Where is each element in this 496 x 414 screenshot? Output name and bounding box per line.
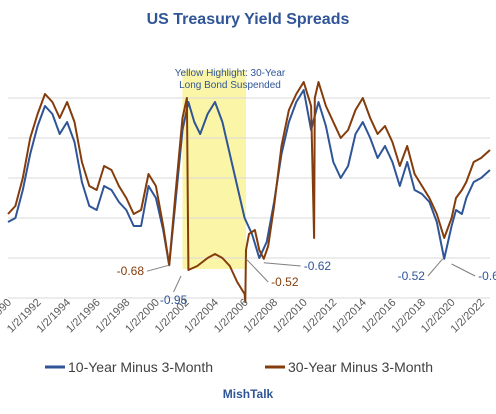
annotation-label: -0.68 — [117, 264, 145, 278]
annotation-leader — [263, 262, 301, 267]
legend-label-10y: 10-Year Minus 3-Month — [68, 359, 213, 375]
legend: 10-Year Minus 3-Month 30-Year Minus 3-Mo… — [45, 359, 433, 375]
source-label: MishTalk — [223, 387, 274, 401]
annotation-label: -0.52 — [271, 275, 299, 289]
annotation-label: -0.65 — [478, 269, 496, 283]
series-line-30y-3m — [7, 81, 491, 303]
x-axis-ticks: 1/2/19901/2/19921/2/19941/2/19961/2/1998… — [0, 297, 487, 336]
highlight-band — [182, 70, 247, 269]
highlight-label-line2: Long Bond Suspended — [179, 80, 281, 91]
annotation-label: -0.95 — [160, 293, 188, 307]
annotation-leader — [451, 263, 476, 277]
series-lines — [7, 81, 491, 303]
highlight-label-line1: Yellow Highlight: 30-Year — [175, 68, 286, 79]
annotation-label: -0.62 — [304, 259, 332, 273]
annotation-label: -0.52 — [398, 269, 426, 283]
highlight-layer — [182, 70, 247, 269]
annotation-leader — [146, 264, 170, 272]
gridlines — [8, 97, 490, 299]
annotations: -0.68 -0.95 -0.52 -0.62 -0.52 -0.65 — [117, 258, 496, 307]
annotation-leader — [173, 275, 182, 293]
annotation-leader — [245, 258, 269, 283]
series-line-10y-3m — [7, 89, 491, 267]
chart-title: US Treasury Yield Spreads — [147, 11, 350, 28]
legend-label-30y: 30-Year Minus 3-Month — [288, 359, 433, 375]
plot-area: -0.68 -0.95 -0.52 -0.62 -0.52 -0.65 — [7, 70, 496, 307]
annotation-leader — [427, 258, 444, 277]
